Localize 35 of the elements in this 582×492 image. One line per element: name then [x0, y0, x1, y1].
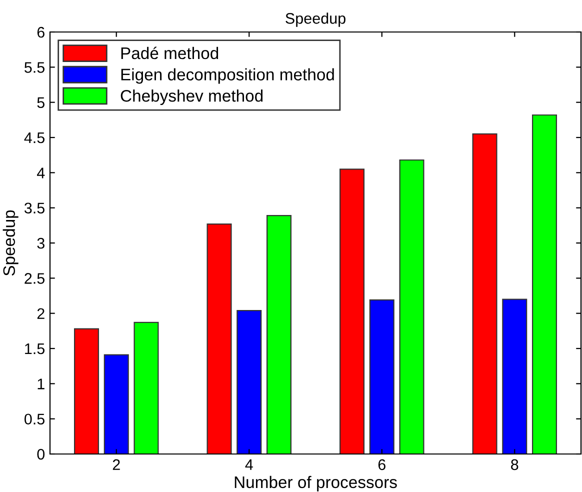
x-tick-label: 4 — [245, 459, 253, 470]
chart-title: Speedup — [286, 12, 346, 27]
y-tick-label: 2 — [37, 308, 44, 319]
y-tick-label: 5 — [37, 97, 44, 108]
x-tick-label: 6 — [378, 459, 386, 470]
legend-label: Eigen decomposition method — [121, 68, 334, 84]
y-tick-label: 3 — [37, 238, 44, 249]
y-tick-label: 1.5 — [25, 344, 44, 354]
bar — [532, 114, 557, 454]
x-axis-title: Number of processors — [234, 476, 397, 492]
bar — [502, 298, 528, 454]
y-tick-label: 1 — [38, 378, 44, 390]
bar — [134, 322, 159, 454]
y-tick-label: 6 — [37, 26, 44, 38]
bar — [340, 168, 365, 454]
y-tick-label: 0 — [37, 448, 45, 460]
x-tick-label: 2 — [112, 459, 120, 470]
bar — [104, 354, 129, 454]
y-axis-title: Speedup — [2, 210, 18, 276]
y-tick-label: 0.5 — [24, 414, 44, 425]
bar — [472, 133, 498, 454]
legend-label: Padé method — [121, 46, 218, 60]
x-tick-label: 8 — [511, 459, 518, 470]
bar — [266, 215, 292, 454]
bar — [399, 159, 424, 454]
bar — [236, 310, 262, 454]
y-tick-label: 5.5 — [24, 62, 44, 73]
y-tick-label: 2.5 — [24, 273, 44, 284]
y-tick-label: 4.5 — [24, 132, 44, 144]
bar — [369, 299, 394, 454]
bar — [206, 223, 232, 454]
y-tick-label: 3.5 — [24, 202, 44, 214]
legend-label: Chebyshev method — [120, 90, 263, 106]
bar — [74, 328, 100, 454]
y-tick-label: 4 — [36, 168, 45, 178]
